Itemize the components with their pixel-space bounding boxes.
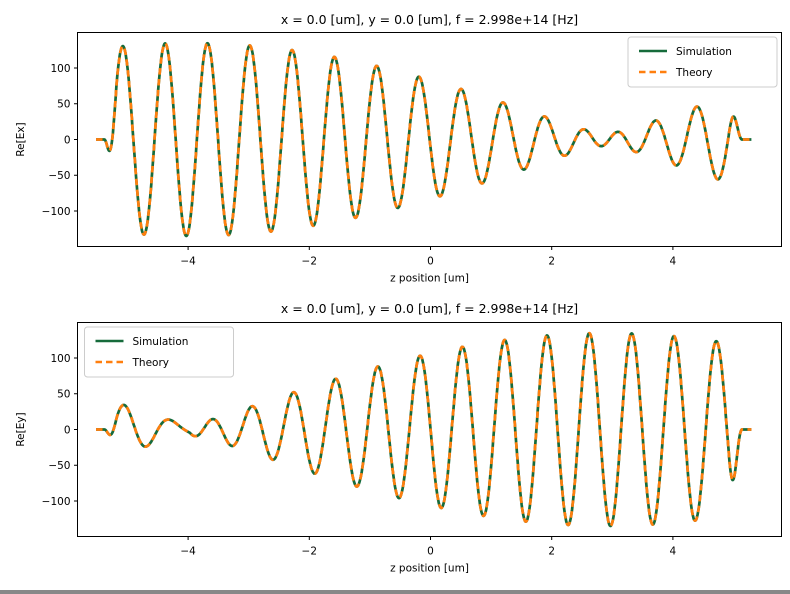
y-tick-label: 50 [57,99,70,111]
x-tick-label: −4 [180,256,196,268]
x-tick-label: −4 [180,546,196,558]
x-tick-label: 4 [670,256,677,268]
y-tick-label: 100 [50,63,70,75]
x-tick-label: 4 [670,546,677,558]
y-tick-label: −100 [42,206,71,218]
subplot-title: x = 0.0 [um], y = 0.0 [um], f = 2.998e+1… [281,12,578,27]
legend-label-theory: Theory [132,357,169,369]
y-tick-label: 100 [50,353,70,365]
x-tick-label: 0 [427,546,434,558]
legend-box [627,36,778,88]
x-axis-label: z position [um] [390,563,469,575]
x-tick-label: −2 [302,256,317,268]
x-tick-label: 2 [548,546,555,558]
legend-label-simulation: Simulation [676,46,732,58]
legend-label-simulation: Simulation [133,336,189,348]
y-tick-label: 0 [64,134,71,146]
y-tick-label: −50 [48,460,70,472]
x-tick-label: −2 [302,546,317,558]
y-axis-label: Re[Ey] [15,412,27,446]
y-tick-label: −100 [42,496,71,508]
legend-label-theory: Theory [675,67,712,79]
x-axis-label: z position [um] [390,273,469,285]
x-tick-label: 2 [548,256,555,268]
legend-box [84,326,234,378]
y-tick-label: −50 [48,170,70,182]
theory-line [95,41,753,238]
subplot-title: x = 0.0 [um], y = 0.0 [um], f = 2.998e+1… [281,301,578,316]
y-tick-label: 50 [57,389,70,401]
theory-line [95,331,753,528]
y-axis-label: Re[Ex] [15,122,27,156]
x-tick-label: 0 [427,256,434,268]
y-tick-label: 0 [64,424,71,436]
